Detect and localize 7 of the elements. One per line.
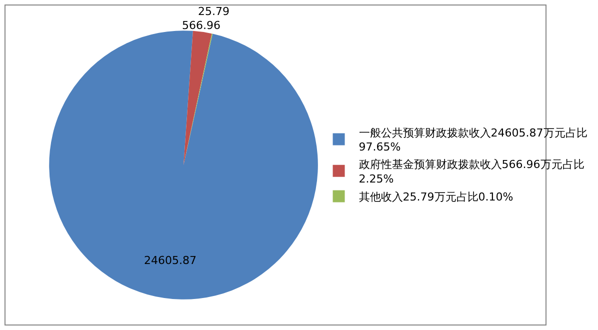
legend-label: 一般公共预算财政拨款收入24605.87万元占比97.65% bbox=[358, 126, 588, 154]
data-label: 566.96 bbox=[182, 19, 220, 32]
pie-slice bbox=[49, 30, 318, 300]
legend-label: 政府性基金预算财政拨款收入566.96万元占比2.25% bbox=[358, 158, 584, 186]
data-label: 24605.87 bbox=[144, 254, 196, 267]
data-label: 25.79 bbox=[198, 5, 230, 18]
legend-label: 其他收入25.79万元占比0.10% bbox=[358, 190, 514, 204]
